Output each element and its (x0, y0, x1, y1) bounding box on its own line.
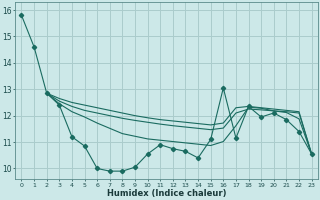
X-axis label: Humidex (Indice chaleur): Humidex (Indice chaleur) (107, 189, 226, 198)
